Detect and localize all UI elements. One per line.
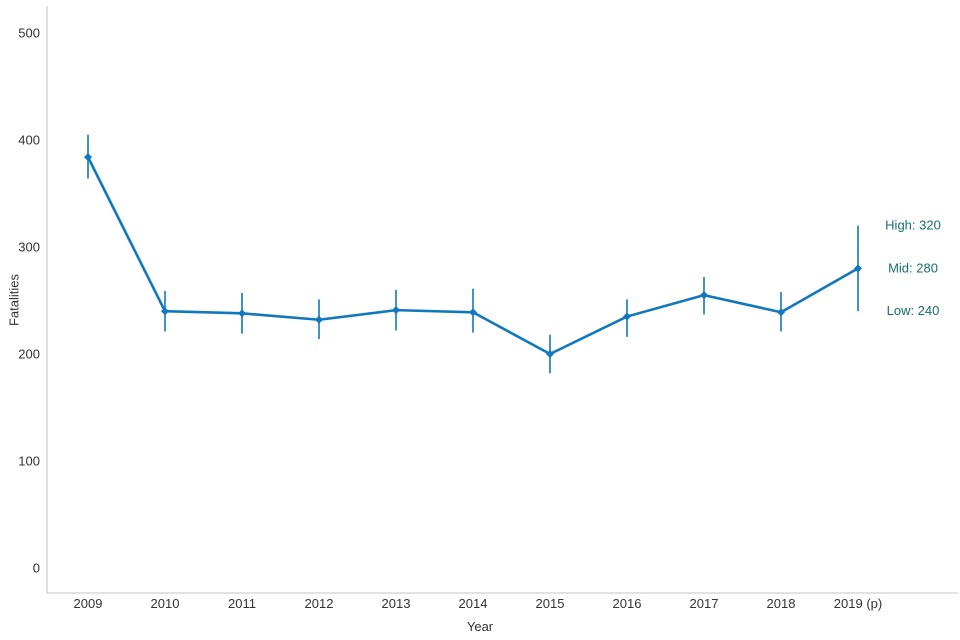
data-point-marker (700, 291, 708, 300)
annotation-label: Low: 240 (887, 303, 940, 318)
x-tick-label: 2015 (536, 596, 565, 611)
data-point-marker (315, 315, 323, 324)
annotation-label: Mid: 280 (888, 260, 938, 275)
data-point-marker (84, 153, 92, 162)
y-tick-label: 100 (18, 454, 40, 469)
data-point-marker (546, 350, 554, 358)
data-point-marker (854, 264, 862, 273)
x-tick-label: 2018 (767, 596, 796, 611)
data-point-marker (777, 308, 785, 317)
data-point-marker (238, 309, 246, 318)
annotation-label: High: 320 (885, 218, 941, 233)
y-tick-label: 0 (33, 561, 40, 576)
x-tick-label: 2019 (p) (834, 596, 882, 611)
x-tick-label: 2010 (151, 596, 180, 611)
x-tick-label: 2014 (459, 596, 488, 611)
x-tick-label: 2009 (74, 596, 103, 611)
data-point-marker (623, 312, 631, 321)
y-tick-label: 400 (18, 133, 40, 148)
y-tick-label: 500 (18, 26, 40, 41)
data-point-marker (469, 308, 477, 317)
x-tick-label: 2017 (690, 596, 719, 611)
x-tick-label: 2016 (613, 596, 642, 611)
x-tick-label: 2011 (228, 596, 256, 611)
data-point-marker (392, 306, 400, 315)
x-tick-label: 2012 (305, 596, 334, 611)
y-axis-title: Fatalities (6, 273, 22, 327)
data-point-marker (161, 307, 169, 316)
x-tick-label: 2013 (382, 596, 411, 611)
y-tick-label: 200 (18, 347, 40, 362)
y-tick-label: 300 (18, 240, 40, 255)
x-axis-title: Year (466, 619, 494, 634)
